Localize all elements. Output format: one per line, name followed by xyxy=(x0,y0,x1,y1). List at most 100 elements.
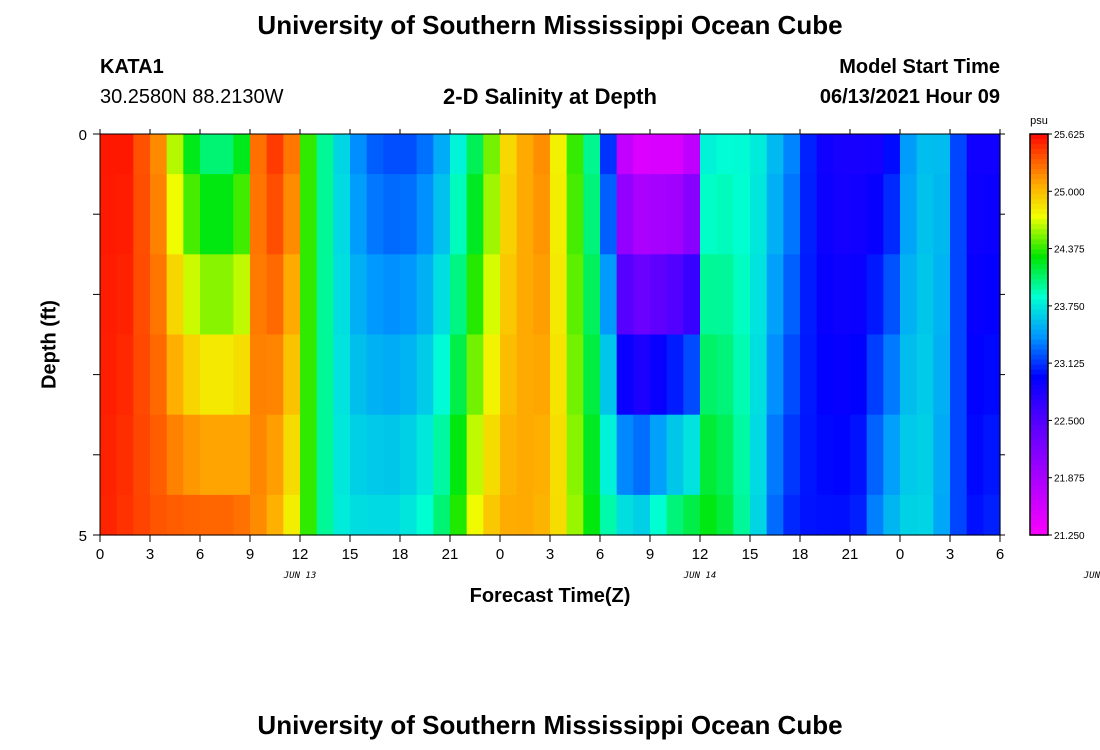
heatmap-cell xyxy=(416,254,434,336)
heatmap-cell xyxy=(100,334,118,416)
colorbar-segment xyxy=(1030,524,1048,531)
heatmap-cell xyxy=(300,494,318,536)
colorbar-segment xyxy=(1030,424,1048,431)
colorbar-segment xyxy=(1030,359,1048,366)
heatmap-cell xyxy=(583,254,601,336)
heatmap-cell xyxy=(833,414,851,496)
heatmap-cell xyxy=(400,174,418,255)
heatmap-cell xyxy=(483,414,501,496)
heatmap-cell xyxy=(683,174,701,255)
heatmap-cell xyxy=(700,254,718,336)
heatmap-cell xyxy=(733,254,751,336)
heatmap-cell xyxy=(650,134,668,175)
heatmap-cell xyxy=(433,334,451,416)
colorbar-segment xyxy=(1030,519,1048,526)
heatmap-cell xyxy=(850,414,868,496)
colorbar-segment xyxy=(1030,309,1048,316)
colorbar-segment xyxy=(1030,469,1048,476)
heatmap-cell xyxy=(116,494,134,536)
heatmap-cell xyxy=(516,174,534,255)
colorbar-segment xyxy=(1030,304,1048,311)
heatmap-cell xyxy=(433,254,451,336)
heatmap-cell xyxy=(766,134,784,175)
heatmap-cell xyxy=(583,134,601,175)
heatmap-cell xyxy=(216,134,234,175)
colorbar-segment xyxy=(1030,349,1048,356)
heatmap-cell xyxy=(100,174,118,255)
heatmap-cell xyxy=(366,334,384,416)
heatmap-cell xyxy=(683,414,701,496)
heatmap-cell xyxy=(733,494,751,536)
colorbar-segment xyxy=(1030,179,1048,185)
x-tick-label: 12 xyxy=(292,546,309,563)
heatmap-cell xyxy=(533,414,551,496)
heatmap-cell xyxy=(566,334,584,416)
heatmap-cell xyxy=(383,334,401,416)
colorbar-segment xyxy=(1030,264,1048,270)
heatmap-cell xyxy=(983,254,1001,336)
colorbar-segment xyxy=(1030,334,1048,341)
heatmap-cell xyxy=(850,494,868,536)
heatmap-cell xyxy=(233,254,251,336)
x-tick-label: 0 xyxy=(496,546,504,563)
heatmap-cell xyxy=(850,174,868,255)
heatmap-cell xyxy=(816,174,834,255)
heatmap-cell xyxy=(483,334,501,416)
heatmap-cell xyxy=(866,174,884,255)
heatmap-cell xyxy=(533,174,551,255)
heatmap-cell xyxy=(266,134,284,175)
page-title-bottom: University of Southern Mississippi Ocean… xyxy=(257,710,843,740)
heatmap-cell xyxy=(433,414,451,496)
heatmap-cell xyxy=(833,334,851,416)
heatmap-cell xyxy=(400,494,418,536)
heatmap-cell xyxy=(216,334,234,416)
heatmap-cell xyxy=(500,134,518,175)
heatmap-cell xyxy=(716,254,734,336)
colorbar-segment xyxy=(1030,449,1048,456)
colorbar-segment xyxy=(1030,484,1048,491)
heatmap-cell xyxy=(316,254,334,336)
heatmap-cell xyxy=(983,494,1001,536)
colorbar-segment xyxy=(1030,429,1048,436)
colorbar-tick-label: 23.750 xyxy=(1054,302,1085,313)
colorbar-segment xyxy=(1030,419,1048,426)
heatmap-cell xyxy=(350,174,368,255)
heatmap-cell xyxy=(883,414,901,496)
heatmap-cell xyxy=(733,134,751,175)
x-date-label: JUN 14 xyxy=(683,571,717,581)
heatmap-cell xyxy=(683,494,701,536)
heatmap-cell xyxy=(933,134,951,175)
heatmap-cell xyxy=(600,414,618,496)
x-tick-label: 15 xyxy=(342,546,359,563)
heatmap-cell xyxy=(550,494,568,536)
heatmap-cell xyxy=(150,334,168,416)
colorbar-segment xyxy=(1030,194,1048,200)
heatmap-cell xyxy=(133,134,151,175)
x-tick-label: 12 xyxy=(692,546,709,563)
colorbar-segment xyxy=(1030,344,1048,351)
heatmap-cell xyxy=(216,494,234,536)
heatmap-cell xyxy=(933,494,951,536)
heatmap-cell xyxy=(533,334,551,416)
heatmap-cell xyxy=(900,134,918,175)
heatmap-cell xyxy=(183,174,201,255)
colorbar-segment xyxy=(1030,229,1048,235)
heatmap-cell xyxy=(400,334,418,416)
heatmap-cell xyxy=(250,254,268,336)
x-tick-label: 9 xyxy=(646,546,654,563)
heatmap-cell xyxy=(600,134,618,175)
colorbar-segment xyxy=(1030,414,1048,421)
heatmap-cell xyxy=(283,494,301,536)
heatmap-cell xyxy=(750,134,768,175)
page-title-top: University of Southern Mississippi Ocean… xyxy=(257,10,843,40)
heatmap-cell xyxy=(866,334,884,416)
colorbar-segment xyxy=(1030,369,1048,376)
heatmap-cell xyxy=(400,254,418,336)
heatmap-cell xyxy=(966,334,984,416)
heatmap-cell xyxy=(733,414,751,496)
heatmap-cell xyxy=(933,174,951,255)
heatmap-cell xyxy=(800,414,818,496)
heatmap-cell xyxy=(333,174,351,255)
colorbar-segment xyxy=(1030,244,1048,250)
heatmap-cell xyxy=(233,174,251,255)
